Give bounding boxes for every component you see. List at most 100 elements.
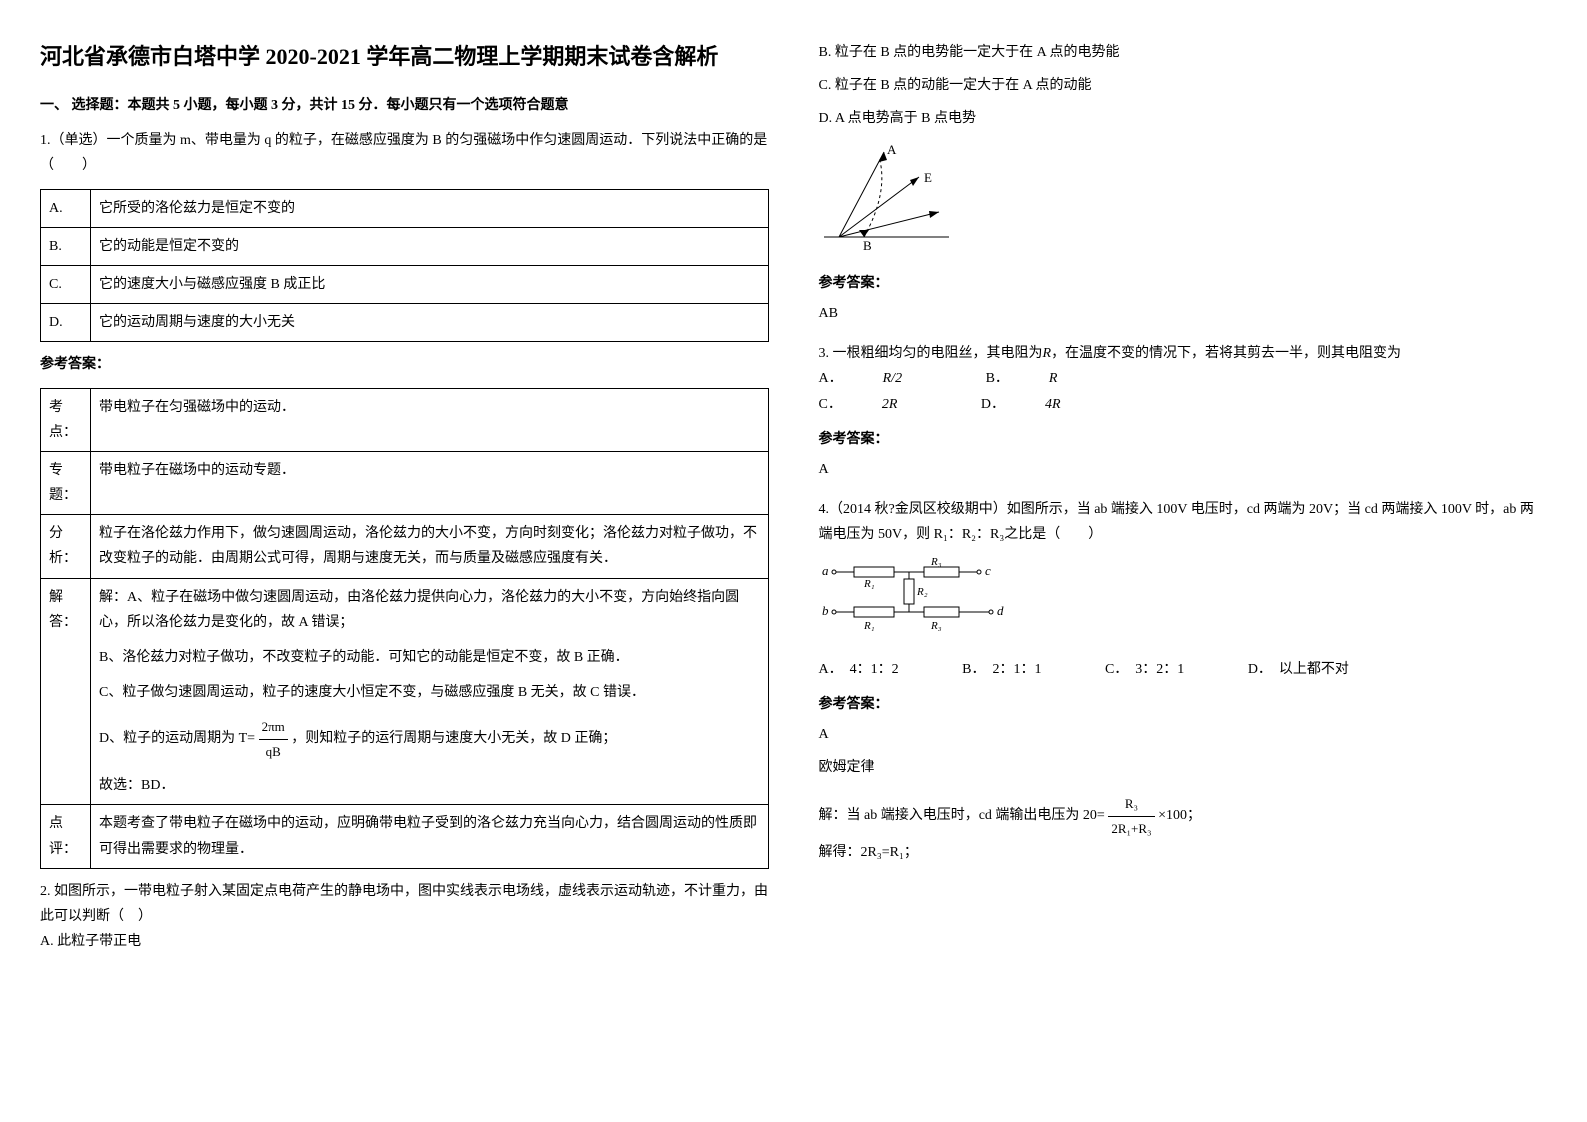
q2-stem: 2. 如图所示，一带电粒子射入某固定点电荷产生的静电场中，图中实线表示电场线，虚…: [40, 879, 769, 929]
fraction: R₃2R₁+R₃: [1108, 792, 1154, 840]
q3-stem: 3. 一根粗细均匀的电阻丝，其电阻为R，在温度不变的情况下，若将其剪去一半，则其…: [819, 341, 1548, 366]
table-row: 分析：粒子在洛伦兹力作用下，做匀速圆周运动，洛伦兹力的大小不变，方向时刻变化；洛…: [41, 515, 769, 578]
opt-key: B.: [41, 227, 91, 265]
sol-text: D、粒子的运动周期为 T=: [99, 731, 259, 746]
q2-opt-a: A. 此粒子带正电: [40, 929, 769, 954]
table-row: A.它所受的洛伦兹力是恒定不变的: [41, 189, 769, 227]
answer-label: 参考答案：: [819, 427, 1548, 452]
opt: A． 4：1：2: [819, 657, 899, 682]
opt-key: C.: [41, 265, 91, 303]
svg-text:c: c: [985, 563, 991, 578]
row-key: 考点：: [41, 388, 91, 451]
opt-key: D．: [981, 392, 1005, 417]
svg-text:R₃: R₃: [930, 557, 942, 568]
question-4: 4.（2014 秋?金凤区校级期中）如图所示，当 ab 端接入 100V 电压时…: [819, 497, 1548, 865]
sol-line: C、粒子做匀速圆周运动，粒子的速度大小恒定不变，与磁感应强度 B 无关，故 C …: [99, 680, 760, 705]
circuit-svg: a R₁ R₃ c R₂ b: [819, 557, 1019, 637]
sol-line: D、粒子的运动周期为 T= 2πmqB ，则知粒子的运行周期与速度大小无关，故 …: [99, 715, 760, 763]
row-val: 本题考查了带电粒子在磁场中的运动，应明确带电粒子受到的洛仑兹力充当向心力，结合圆…: [91, 805, 769, 868]
row-key: 分析：: [41, 515, 91, 578]
sol-text: 解：当 ab 端接入电压时，cd 端输出电压为 20=: [819, 808, 1105, 823]
opt-val: R/2: [883, 366, 902, 391]
svg-text:R₂: R₂: [916, 586, 928, 598]
q2-opt-b: B. 粒子在 B 点的电势能一定大于在 A 点的电势能: [819, 40, 1548, 65]
table-row: C.它的速度大小与磁感应强度 B 成正比: [41, 265, 769, 303]
table-row: 解答： 解：A、粒子在磁场中做匀速圆周运动，由洛伦兹力提供向心力，洛伦兹力的大小…: [41, 578, 769, 805]
opt-key: A.: [41, 189, 91, 227]
q2-opt-d: D. A 点电势高于 B 点电势: [819, 106, 1548, 131]
opt-key: D.: [41, 304, 91, 342]
opt-val: 它的速度大小与磁感应强度 B 成正比: [91, 265, 769, 303]
q1-options-table: A.它所受的洛伦兹力是恒定不变的 B.它的动能是恒定不变的 C.它的速度大小与磁…: [40, 189, 769, 343]
sol-text: ，则知粒子的运行周期与速度大小无关，故 D 正确；: [291, 731, 616, 746]
opt-val: 它的动能是恒定不变的: [91, 227, 769, 265]
frac-num: 2πm: [259, 715, 288, 739]
q3-opts-row2: C． 2R D． 4R: [819, 392, 1548, 417]
q2-diagram: A E B: [819, 142, 1548, 261]
q4-opts: A． 4：1：2 B． 2：1：1 C． 3：2：1 D． 以上都不对: [819, 657, 1548, 682]
q3-answer: A: [819, 457, 1548, 482]
svg-text:R₁: R₁: [863, 578, 875, 590]
sol-line: 故选：BD．: [99, 773, 760, 798]
svg-text:R₃: R₃: [930, 620, 942, 632]
row-val: 带电粒子在磁场中的运动专题．: [91, 451, 769, 514]
table-row: D.它的运动周期与速度的大小无关: [41, 304, 769, 342]
question-1: 1.（单选）一个质量为 m、带电量为 q 的粒子，在磁感应强度为 B 的匀强磁场…: [40, 128, 769, 869]
question-3: 3. 一根粗细均匀的电阻丝，其电阻为R，在温度不变的情况下，若将其剪去一半，则其…: [819, 341, 1548, 482]
q1-stem: 1.（单选）一个质量为 m、带电量为 q 的粒子，在磁感应强度为 B 的匀强磁场…: [40, 128, 769, 178]
opt-key: C．: [819, 392, 842, 417]
sol-text: ×100；: [1158, 808, 1201, 823]
table-row: B.它的动能是恒定不变的: [41, 227, 769, 265]
frac-den: qB: [259, 740, 288, 763]
row-val: 解：A、粒子在磁场中做匀速圆周运动，由洛伦兹力提供向心力，洛伦兹力的大小不变，方…: [91, 578, 769, 805]
sol-line: 解：A、粒子在磁场中做匀速圆周运动，由洛伦兹力提供向心力，洛伦兹力的大小不变，方…: [99, 585, 760, 635]
opt-val: 它的运动周期与速度的大小无关: [91, 304, 769, 342]
row-key: 点评：: [41, 805, 91, 868]
q1-solution-table: 考点：带电粒子在匀强磁场中的运动． 专题：带电粒子在磁场中的运动专题． 分析：粒…: [40, 388, 769, 869]
q4-solution: 解：当 ab 端接入电压时，cd 端输出电压为 20= R₃2R₁+R₃ ×10…: [819, 792, 1548, 840]
q4-answer: A: [819, 722, 1548, 747]
svg-text:b: b: [822, 603, 829, 618]
q4-circuit: a R₁ R₃ c R₂ b: [819, 557, 1548, 646]
opt: B． 2：1：1: [962, 657, 1041, 682]
table-row: 点评：本题考查了带电粒子在磁场中的运动，应明确带电粒子受到的洛仑兹力充当向心力，…: [41, 805, 769, 868]
row-key: 专题：: [41, 451, 91, 514]
svg-text:d: d: [997, 603, 1004, 618]
row-val: 粒子在洛伦兹力作用下，做匀速圆周运动，洛伦兹力的大小不变，方向时刻变化；洛伦兹力…: [91, 515, 769, 578]
q4-law: 欧姆定律: [819, 755, 1548, 780]
field-lines-svg: A E B: [819, 142, 959, 252]
opt-val: R: [1049, 366, 1058, 391]
svg-text:B: B: [863, 238, 872, 252]
right-column: B. 粒子在 B 点的电势能一定大于在 A 点的电势能 C. 粒子在 B 点的动…: [819, 40, 1548, 964]
answer-label: 参考答案：: [819, 692, 1548, 717]
table-row: 专题：带电粒子在磁场中的运动专题．: [41, 451, 769, 514]
frac-den: 2R₁+R₃: [1108, 817, 1154, 840]
fraction: 2πmqB: [259, 715, 288, 763]
opt-key: A．: [819, 366, 843, 391]
opt-key: B．: [986, 366, 1009, 391]
row-val: 带电粒子在匀强磁场中的运动．: [91, 388, 769, 451]
sol-line: B、洛伦兹力对粒子做功，不改变粒子的动能．可知它的动能是恒定不变，故 B 正确．: [99, 645, 760, 670]
var-r: R: [1043, 346, 1052, 361]
answer-label: 参考答案：: [40, 352, 769, 377]
opt-val: 4R: [1045, 392, 1061, 417]
left-column: 河北省承德市白塔中学 2020-2021 学年高二物理上学期期末试卷含解析 一、…: [40, 40, 769, 964]
q2-opt-c: C. 粒子在 B 点的动能一定大于在 A 点的动能: [819, 73, 1548, 98]
section-heading: 一、 选择题：本题共 5 小题，每小题 3 分，共计 15 分．每小题只有一个选…: [40, 93, 769, 118]
opt: D． 以上都不对: [1248, 657, 1349, 682]
answer-label: 参考答案：: [819, 271, 1548, 296]
frac-num: R₃: [1108, 792, 1154, 816]
opt: C． 2R: [819, 392, 938, 417]
opt: C． 3：2：1: [1105, 657, 1184, 682]
page-title: 河北省承德市白塔中学 2020-2021 学年高二物理上学期期末试卷含解析: [40, 40, 769, 73]
q4-solution-line2: 解得：2R₃=R₁；: [819, 840, 1548, 865]
question-2: 2. 如图所示，一带电粒子射入某固定点电荷产生的静电场中，图中实线表示电场线，虚…: [40, 879, 769, 955]
table-row: 考点：带电粒子在匀强磁场中的运动．: [41, 388, 769, 451]
stem-text: 3. 一根粗细均匀的电阻丝，其电阻为: [819, 346, 1043, 361]
stem-text: ，在温度不变的情况下，若将其剪去一半，则其电阻变为: [1051, 346, 1401, 361]
opt: B． R: [986, 366, 1098, 391]
svg-text:E: E: [924, 170, 932, 185]
opt-val: 2R: [882, 392, 898, 417]
q3-opts-row1: A． R/2 B． R: [819, 366, 1548, 391]
opt: A． R/2: [819, 366, 943, 391]
